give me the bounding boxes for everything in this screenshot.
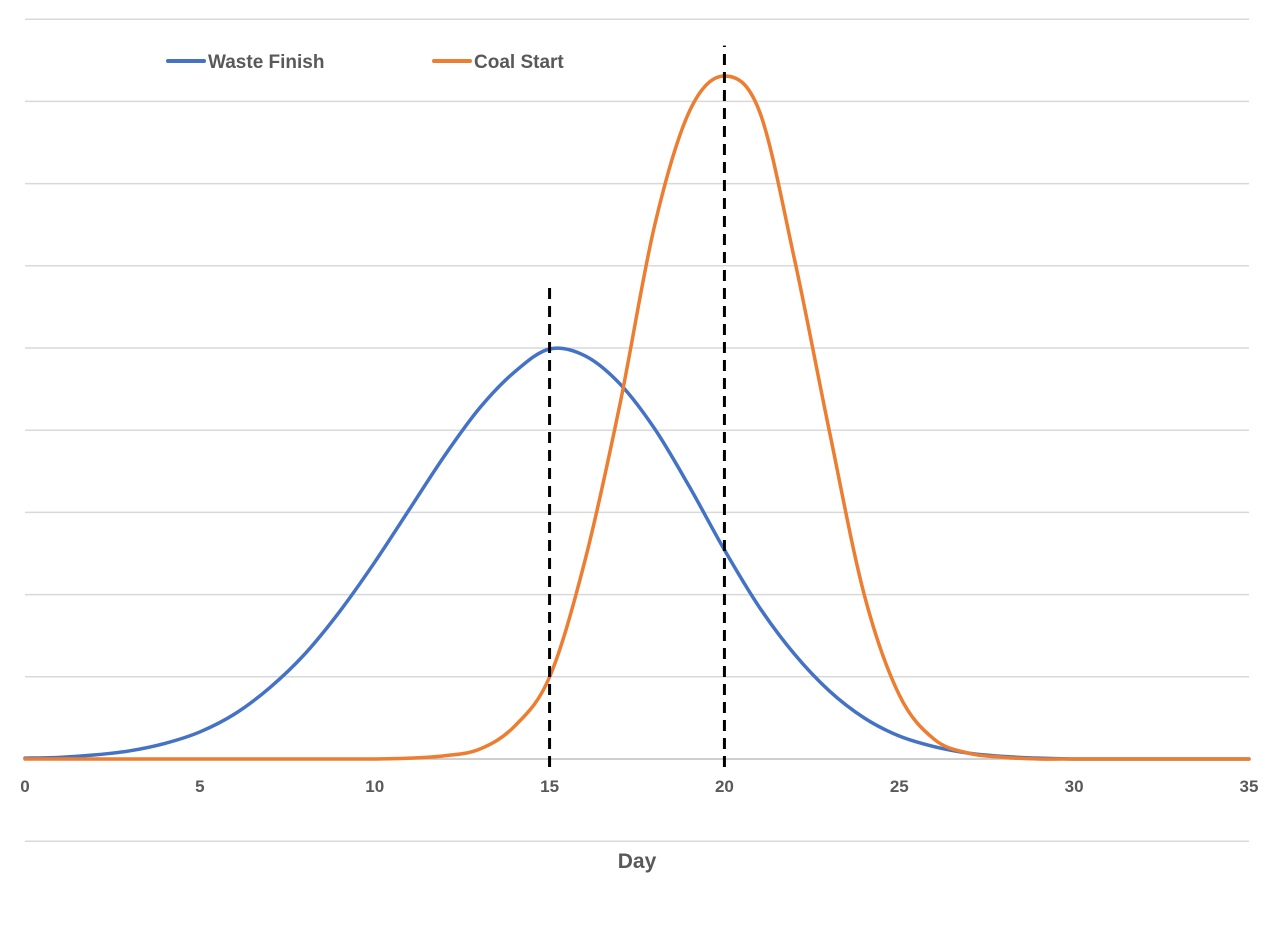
series-lines	[23, 74, 1251, 761]
x-tick-label: 30	[1065, 777, 1084, 796]
x-tick-label: 20	[715, 777, 734, 796]
gridlines	[25, 18, 1249, 842]
series-line-waste-finish	[23, 346, 1251, 761]
x-tick-label: 35	[1240, 777, 1259, 796]
x-tick-label: 15	[540, 777, 559, 796]
legend-label-coal-start: Coal Start	[474, 52, 564, 73]
x-tick-label: 0	[20, 777, 29, 796]
x-tick-label: 5	[195, 777, 204, 796]
reference-lines	[548, 45, 726, 767]
x-tick-label: 25	[890, 777, 909, 796]
series-line-coal-start	[23, 74, 1251, 761]
legend-label-waste-finish: Waste Finish	[208, 52, 324, 73]
x-axis-title: Day	[618, 850, 657, 873]
x-axis-ticks: 0 5 10 15 20 25 30 35	[20, 777, 1258, 796]
legend: Waste Finish Coal Start	[166, 52, 564, 73]
x-tick-label: 10	[365, 777, 384, 796]
